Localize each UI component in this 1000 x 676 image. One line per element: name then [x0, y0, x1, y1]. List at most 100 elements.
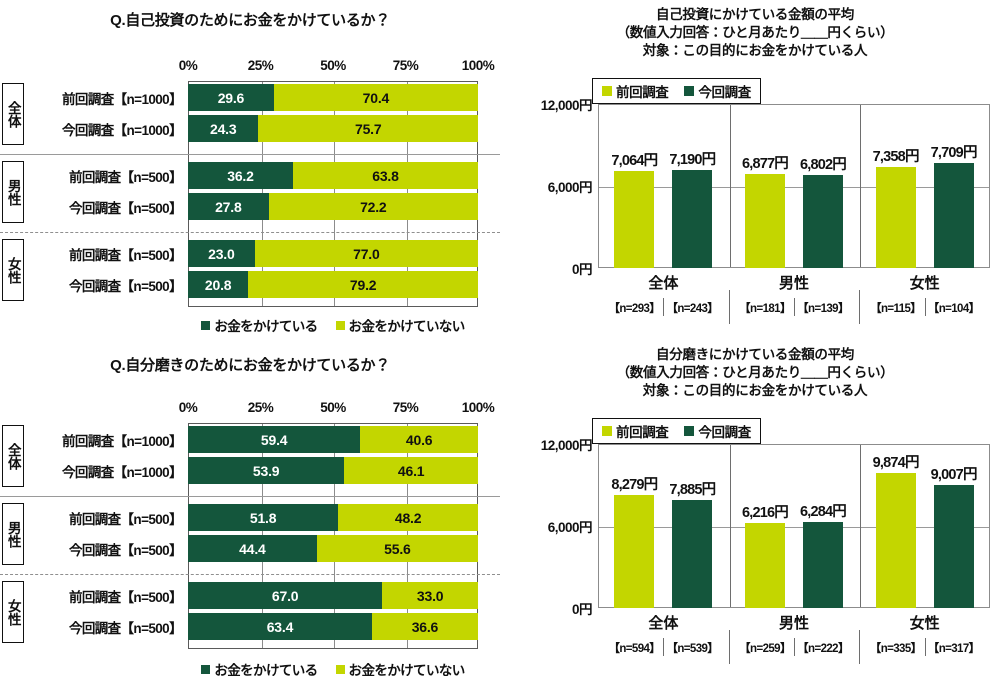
bar-segment-spending: 51.8 [188, 504, 339, 531]
stacked-bar-row-label: 今回調査【n=500】 [68, 278, 183, 294]
stacked-bar-row-label: 前回調査【n=500】 [68, 589, 183, 605]
column-value-label: 7,358円 [872, 149, 920, 166]
bar-segment-not-spending: 40.6 [360, 426, 478, 453]
x-axis-tick-label: 25% [247, 400, 274, 415]
bar-segment-spending: 36.2 [188, 162, 293, 189]
group-box-女性: 女性 [2, 239, 24, 301]
x-axis-tick-label: 75% [392, 400, 419, 415]
y-axis-tick-label: 0円 [571, 602, 593, 617]
chart-title-self-improvement-average: 自分磨きにかけている金額の平均 （数値入力回答：ひと月あたり＿＿円くらい） 対象… [510, 346, 1000, 400]
legend-item: 前回調査 [602, 81, 669, 101]
x-axis-tick-label: 0% [178, 400, 198, 415]
group-separator [0, 574, 500, 575]
sample-size-separator [728, 290, 730, 324]
legend-label: お金をかけている [214, 663, 318, 676]
legend-label: 今回調査 [698, 85, 751, 100]
stacked-bar-row-label: 前回調査【n=500】 [68, 511, 183, 527]
x-axis-tick-label: 0% [178, 58, 198, 73]
column-bar-current [803, 522, 843, 608]
bar-segment-not-spending: 36.6 [371, 613, 478, 640]
stacked-bar-row-label: 前回調査【n=1000】 [62, 91, 183, 107]
sample-size-separator [663, 638, 665, 656]
column-plot-area [598, 444, 990, 608]
column-bar-current [933, 484, 974, 608]
x-axis-ticks: 0% 25% 50% 75% 100% [179, 58, 495, 78]
group-separator [0, 232, 500, 233]
group-axis-label-男性: 男性 [778, 615, 810, 632]
bar-segment-not-spending: 75.7 [258, 115, 478, 142]
bar-segment-spending: 29.6 [188, 84, 274, 111]
chart-legend: 前回調査 今回調査 [592, 78, 761, 104]
panel-self-improvement-average: 自分磨きにかけている金額の平均 （数値入力回答：ひと月あたり＿＿円くらい） 対象… [500, 340, 1000, 676]
column-value-label: 8,279円 [611, 476, 658, 493]
bar-segment-spending: 44.4 [188, 535, 317, 562]
column-bar-current [803, 175, 843, 268]
stacked-bar-row: 23.0 77.0 [188, 240, 478, 267]
legend-label: お金をかけていない [348, 319, 466, 334]
bar-segment-not-spending: 70.4 [273, 84, 478, 111]
stacked-bar-row: 51.8 48.2 [188, 504, 478, 531]
legend-item: お金をかけていない [335, 659, 465, 676]
column-bar-previous [745, 523, 785, 608]
bar-segment-spending: 24.3 [188, 115, 259, 142]
chart-legend: 前回調査 今回調査 [592, 418, 761, 444]
legend-item: お金をかけている [201, 315, 318, 335]
group-separator-line [729, 105, 731, 267]
legend-swatch [201, 320, 211, 330]
sample-size-label: 【n=317】 [927, 643, 980, 655]
stacked-bar-row-label: 今回調査【n=500】 [68, 200, 183, 216]
group-box-男性: 男性 [2, 161, 24, 223]
x-axis-tick-label: 75% [392, 58, 419, 73]
sample-size-label: 【n=293】 [608, 303, 661, 315]
group-axis-label-全体: 全体 [648, 275, 679, 292]
legend-item: 今回調査 [684, 421, 751, 441]
stacked-bar-row: 27.8 72.2 [188, 193, 478, 220]
group-separator [0, 154, 500, 155]
panel-self-improvement-ratio: Q.自分磨きのためにお金をかけているか？ 0% 25% 50% 75% 100% 59.4… [0, 340, 500, 676]
sample-size-label: 【n=539】 [666, 643, 719, 655]
x-axis-ticks: 0% 25% 50% 75% 100% [179, 400, 495, 420]
page-title-self-investment: Q.自己投資のためにお金をかけているか？ [110, 12, 390, 29]
stacked-bar-row-label: 前回調査【n=500】 [68, 247, 183, 263]
sample-size-label: 【n=335】 [869, 643, 922, 655]
group-axis-label-女性: 女性 [909, 615, 940, 632]
stacked-bar-row: 67.0 33.0 [188, 582, 478, 609]
x-axis-tick-label: 50% [320, 400, 346, 415]
bar-segment-spending: 53.9 [188, 457, 345, 484]
legend-swatch [684, 426, 695, 436]
sample-size-separator [859, 630, 861, 664]
group-separator [0, 496, 500, 497]
stacked-bar-row-label: 今回調査【n=1000】 [62, 464, 183, 480]
group-box-全体: 全体 [2, 425, 24, 487]
chart-title-line-3: 対象：この目的にお金をかけている人 [642, 43, 868, 59]
bar-segment-not-spending: 46.1 [344, 457, 478, 484]
bar-segment-not-spending: 33.0 [382, 582, 478, 609]
column-bar-current [672, 169, 713, 268]
panel-self-investment-ratio: Q.自己投資のためにお金をかけているか？ 0% 25% 50% 75% 100% 29.6… [0, 0, 500, 340]
legend-swatch [684, 86, 695, 96]
group-box-女性: 女性 [2, 581, 24, 643]
group-separator-line [860, 105, 862, 267]
legend-label: 前回調査 [616, 85, 669, 100]
group-axis-label-女性: 女性 [909, 275, 940, 292]
sample-size-separator [924, 638, 926, 656]
y-gridline [599, 527, 989, 528]
chart-title-line-1: 自己投資にかけている金額の平均 [656, 7, 854, 22]
legend-swatch [201, 664, 211, 674]
bar-segment-not-spending: 79.2 [248, 271, 478, 298]
bar-segment-not-spending: 77.0 [254, 240, 478, 267]
group-axis-label-全体: 全体 [648, 615, 679, 632]
sample-size-separator [663, 298, 665, 316]
chart-legend: お金をかけている お金をかけていない [188, 659, 478, 676]
column-value-label: 6,284円 [800, 504, 847, 521]
stacked-bar-row: 59.4 40.6 [188, 426, 478, 453]
legend-item: 今回調査 [684, 81, 751, 101]
x-axis-tick-label: 100% [461, 400, 495, 415]
legend-swatch [335, 664, 345, 674]
group-separator-line [860, 445, 862, 607]
sample-size-separator [794, 638, 795, 656]
y-axis-tick-label: 0円 [571, 262, 593, 277]
legend-label: 今回調査 [698, 425, 751, 440]
group-box-男性: 男性 [2, 503, 24, 565]
